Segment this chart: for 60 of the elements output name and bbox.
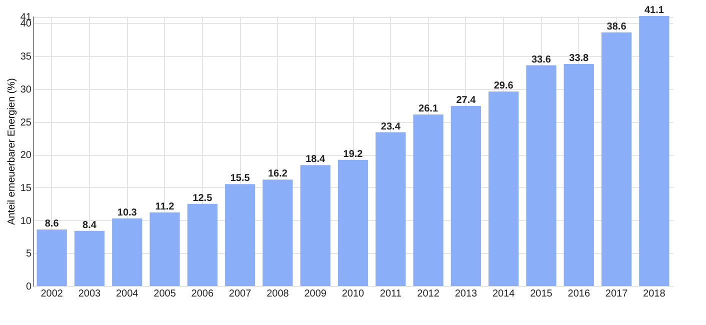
bar [488,92,519,286]
bar [376,132,406,286]
x-tick-label: 2014 [492,288,516,300]
x-tick-label: 2005 [154,288,176,300]
data-label: 38.6 [606,21,627,32]
x-tick-label: 2017 [605,288,628,300]
bar [74,230,105,286]
y-tick-label: 30 [20,84,32,96]
data-label: 18.4 [306,154,326,166]
y-tick-label: 15 [20,182,32,194]
data-label: 27.4 [456,95,476,106]
data-label: 33.8 [569,52,590,64]
y-tick-label: 10 [20,216,32,227]
x-tick-label: 2016 [568,288,590,300]
data-label: 10.3 [117,207,138,218]
y-tick-label: 0 [26,282,32,292]
y-tick-label: 5 [26,248,32,260]
data-label: 23.4 [380,121,401,132]
x-tick-label: 2010 [342,288,365,300]
x-tick-label: 2009 [304,288,327,300]
bar [300,165,330,286]
x-tick-label: 2012 [417,288,440,300]
bar [526,65,556,286]
x-tick-label: 2004 [116,288,139,300]
bar [112,218,142,286]
x-tick-label: 2007 [228,288,252,300]
y-tick-label: 25 [20,117,32,128]
data-label: 33.6 [532,54,552,66]
data-label: 41.1 [644,5,664,16]
data-label: 16.2 [268,168,288,180]
x-tick-label: 2011 [380,288,402,300]
y-axis-title: Anteil erneuerbarer Energien (%) [6,78,18,225]
x-tick-label: 2008 [266,288,290,300]
x-tick-label: 2002 [40,288,64,300]
data-label: 12.5 [192,192,213,204]
data-label: 19.2 [343,148,364,160]
x-tick-label: 2018 [643,288,666,300]
x-tick-label: 2003 [78,288,102,300]
bar [450,106,481,286]
bar [564,64,594,286]
x-tick-label: 2006 [191,288,214,300]
bar [36,230,67,286]
x-tick-label: 2013 [454,288,478,300]
bar [639,16,670,286]
data-label: 15.5 [230,173,250,184]
bar [262,180,293,286]
bar [187,204,218,286]
data-label: 8.6 [44,218,60,230]
data-label: 8.4 [82,220,97,231]
bar [150,212,180,286]
x-tick-label: 2015 [530,288,553,300]
bar [601,32,632,286]
y-tick-label: 35 [20,52,32,63]
bar [413,114,444,286]
data-label: 29.6 [494,80,514,92]
bar [225,184,256,286]
bar [338,160,368,286]
data-label: 11.2 [155,201,175,212]
y-tick-label: 20 [20,150,32,162]
data-label: 26.1 [418,104,438,115]
